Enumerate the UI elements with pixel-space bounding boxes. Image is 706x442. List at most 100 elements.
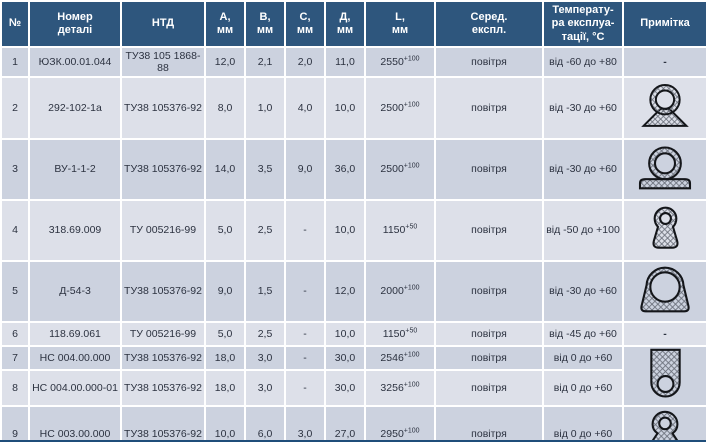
b-value: 3,5	[257, 163, 273, 176]
col-header-d: Д, мм	[326, 2, 364, 47]
c-value: 3,0	[297, 428, 313, 441]
length-tolerance: +100	[403, 351, 420, 359]
ntd-value: ТУ38 105 1868-88	[125, 49, 201, 75]
b-value: 1,5	[257, 285, 273, 298]
cell-num: 3	[2, 140, 28, 200]
cell-temp: від 0 до +60	[544, 347, 622, 370]
table-row: 6 118.69.061 ТУ 005216-99 5,0 2,5 - 10,0 1150+5…	[2, 323, 706, 346]
cell-note	[624, 262, 706, 322]
cell-a: 14,0	[206, 140, 244, 200]
cell-num: 7	[2, 347, 28, 370]
cell-b: 2,1	[246, 48, 284, 77]
cell-a: 12,0	[206, 48, 244, 77]
col-header-temp: Температу- ра експлуа- тації, °С	[544, 2, 622, 47]
num-value: 9	[12, 428, 18, 441]
length-value: 3256	[380, 381, 404, 394]
cell-part: НС 004.00.000-01	[30, 371, 120, 405]
ntd-value: ТУ38 105376-92	[124, 352, 202, 365]
col-header-a: А, мм	[206, 2, 244, 47]
c-value: 4,0	[297, 101, 313, 114]
cell-env: повітря	[436, 347, 542, 370]
cell-note	[624, 347, 706, 405]
length-value: 2500	[380, 163, 404, 176]
temp-value: від -30 до +60	[549, 101, 617, 114]
cell-c: -	[286, 262, 324, 322]
d-value: 10,0	[334, 224, 356, 237]
length-value: 2950	[380, 428, 404, 441]
a-value: 14,0	[214, 163, 236, 176]
cell-c: 3,0	[286, 406, 324, 441]
cell-num: 8	[2, 371, 28, 405]
cell-temp: від 0 до +60	[544, 371, 622, 405]
length-tolerance: +100	[403, 381, 420, 389]
d-value: 30,0	[334, 381, 356, 394]
cell-temp: від -60 до +80	[544, 48, 622, 77]
cell-a: 18,0	[206, 347, 244, 370]
a-value: 12,0	[214, 55, 236, 68]
cell-temp: від -50 до +100	[544, 201, 622, 261]
length-value: 2500	[380, 101, 404, 114]
table-row: 8 НС 004.00.000-01 ТУ38 105376-92 18,0 3,0 - 3…	[2, 371, 706, 405]
cell-num: 9	[2, 406, 28, 441]
cell-note	[624, 201, 706, 261]
table-row: 9 НС 003.00.000 ТУ38 105376-92 10,0 6,0 3,0 27…	[2, 406, 706, 441]
c-value: -	[303, 285, 307, 298]
cell-b: 2,5	[246, 201, 284, 261]
env-value: повітря	[471, 428, 507, 441]
length-tolerance: +100	[403, 162, 420, 170]
cell-ntd: ТУ 005216-99	[122, 323, 204, 346]
num-value: 7	[12, 352, 18, 365]
cell-ntd: ТУ38 105376-92	[122, 140, 204, 200]
c-value: 9,0	[297, 163, 313, 176]
cell-b: 2,5	[246, 323, 284, 346]
b-value: 6,0	[257, 428, 273, 441]
cell-d: 10,0	[326, 78, 364, 139]
cell-ntd: ТУ38 105376-92	[122, 371, 204, 405]
b-value: 3,0	[257, 352, 273, 365]
cell-ntd: ТУ38 105 1868-88	[122, 48, 204, 77]
ntd-value: ТУ38 105376-92	[124, 381, 202, 394]
part-value: 318.69.009	[48, 224, 102, 237]
temp-value: від -60 до +80	[549, 55, 617, 68]
a-value: 5,0	[217, 327, 233, 340]
cell-part: 292-102-1a	[30, 78, 120, 139]
cell-num: 4	[2, 201, 28, 261]
cell-env: повітря	[436, 406, 542, 441]
num-value: 8	[12, 381, 18, 394]
cell-part: 318.69.009	[30, 201, 120, 261]
temp-value: від -50 до +100	[546, 224, 620, 237]
cell-b: 3,5	[246, 140, 284, 200]
table-row: 3 ВУ-1-1-2 ТУ38 105376-92 14,0 3,5 9,0 36,0 250…	[2, 140, 706, 200]
num-value: 6	[12, 327, 18, 340]
c-value: -	[303, 381, 307, 394]
keyhole-small-profile-icon	[647, 206, 684, 251]
header-row: № Номер деталі НТД А, мм В, мм С, мм Д, мм L, м…	[2, 2, 706, 47]
ntd-value: ТУ38 105376-92	[124, 428, 202, 441]
cell-l: 2000+100	[366, 262, 434, 322]
part-value: НС 004.00.000	[39, 352, 111, 365]
cell-part: НС 004.00.000	[30, 347, 120, 370]
cell-a: 9,0	[206, 262, 244, 322]
env-value: повітря	[471, 285, 507, 298]
cell-temp: від -30 до +60	[544, 140, 622, 200]
b-value: 2,5	[257, 224, 273, 237]
cell-num: 6	[2, 323, 28, 346]
a-value: 8,0	[217, 101, 233, 114]
cell-a: 5,0	[206, 201, 244, 261]
part-value: 118.69.061	[49, 327, 101, 340]
env-value: повітря	[471, 224, 507, 237]
cell-env: повітря	[436, 262, 542, 322]
d-value: 27,0	[334, 428, 356, 441]
ntd-value: ТУ38 105376-92	[124, 163, 202, 176]
cell-a: 8,0	[206, 78, 244, 139]
col-header-b: В, мм	[246, 2, 284, 47]
cell-l: 2500+100	[366, 140, 434, 200]
cell-env: повітря	[436, 201, 542, 261]
cell-note: -	[624, 48, 706, 77]
length-tolerance: +100	[403, 427, 420, 435]
cell-env: повітря	[436, 323, 542, 346]
cell-b: 1,0	[246, 78, 284, 139]
cell-note: -	[624, 323, 706, 346]
